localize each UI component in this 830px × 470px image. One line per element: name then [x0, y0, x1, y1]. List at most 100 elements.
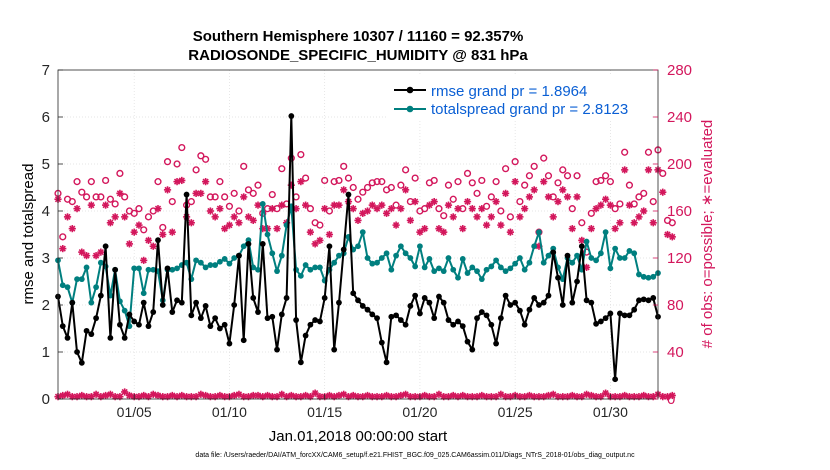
evaluated-obs-point	[144, 236, 153, 244]
bottom-obs-point	[230, 391, 238, 400]
evaluated-obs-point	[111, 213, 119, 221]
spread-point	[569, 259, 576, 266]
rmse-point	[226, 340, 233, 347]
evaluated-obs-point	[387, 205, 395, 213]
possible-obs-point	[82, 193, 91, 201]
possible-obs-point	[468, 179, 476, 187]
y-tick-label: 3	[42, 250, 50, 267]
spread-point	[455, 274, 461, 281]
possible-obs-point	[563, 172, 572, 180]
rmse-point	[97, 292, 104, 299]
evaluated-obs-point	[563, 193, 572, 201]
possible-obs-point	[59, 233, 67, 241]
y-tick-label: 4	[42, 203, 50, 220]
rmse-point	[164, 265, 171, 272]
possible-obs-point	[397, 181, 405, 189]
rmse-point	[631, 306, 638, 313]
rmse-point	[536, 302, 542, 308]
rmse-point	[574, 278, 580, 285]
possible-obs-point	[373, 178, 381, 186]
possible-obs-point	[130, 209, 138, 217]
evaluated-obs-point	[454, 205, 462, 213]
bottom-obs-point	[597, 393, 605, 401]
y2-tick-label: 200	[667, 156, 692, 173]
possible-obs-point	[254, 181, 262, 189]
evaluated-obs-point	[492, 198, 500, 206]
possible-obs-point	[268, 190, 276, 199]
possible-obs-point	[154, 178, 162, 186]
spread-point	[374, 259, 380, 266]
possible-obs-point	[540, 154, 548, 162]
evaluated-obs-point	[625, 201, 634, 209]
rmse-point	[650, 295, 657, 301]
spread-point	[145, 266, 152, 273]
chart-subtitle: RADIOSONDE_SPECIFIC_HUMIDITY @ 831 hPa	[188, 47, 528, 64]
rmse-point	[107, 335, 114, 341]
spread-point	[526, 259, 533, 266]
evaluated-obs-point	[597, 201, 605, 209]
spread-point	[297, 272, 304, 279]
evaluated-obs-point	[397, 205, 405, 213]
spread-point	[597, 250, 604, 257]
spread-point	[545, 252, 552, 259]
spread-point	[59, 282, 66, 289]
spread-point	[612, 245, 619, 252]
rmse-point	[578, 243, 585, 250]
spread-point	[83, 264, 90, 271]
rmse-point	[174, 297, 180, 304]
rmse-point	[569, 299, 576, 306]
evaluated-obs-point	[416, 228, 424, 236]
possible-obs-point	[178, 143, 186, 152]
bottom-obs-point	[121, 388, 129, 396]
rmse-point	[131, 318, 138, 325]
evaluated-obs-point	[630, 219, 638, 227]
rmse-point	[507, 302, 514, 308]
spread-point	[636, 271, 642, 278]
evaluated-obs-point	[321, 205, 329, 213]
rmse-point	[83, 327, 90, 334]
rmse-point	[117, 321, 123, 328]
spread-point	[388, 266, 395, 273]
evaluated-obs-point	[440, 228, 448, 236]
possible-obs-point	[621, 148, 629, 156]
spread-point	[540, 259, 547, 266]
evaluated-obs-point	[125, 240, 134, 248]
spread-point	[436, 265, 442, 272]
evaluated-obs-point	[521, 205, 529, 213]
rmse-point	[378, 339, 385, 346]
y2-axis-label: # of obs: o=possible; ∗=evaluated	[699, 120, 716, 349]
possible-obs-point	[240, 162, 248, 170]
evaluated-obs-point	[444, 201, 453, 209]
evaluated-obs-point	[373, 205, 381, 213]
evaluated-obs-point	[430, 198, 438, 206]
evaluated-obs-point	[140, 256, 148, 264]
possible-obs-point	[168, 198, 176, 206]
evaluated-obs-point	[602, 195, 610, 203]
rmse-point	[126, 311, 133, 318]
possible-obs-point	[659, 169, 667, 178]
spread-point	[140, 290, 147, 297]
evaluated-obs-point	[668, 233, 676, 241]
possible-obs-point	[473, 189, 481, 197]
bottom-obs-point	[344, 393, 353, 401]
evaluated-obs-point	[644, 166, 653, 174]
evaluated-obs-point	[297, 178, 305, 186]
plot-frame	[57, 69, 659, 400]
rmse-point	[255, 309, 261, 315]
bottom-obs-point	[382, 391, 391, 400]
spread-point	[640, 273, 647, 280]
evaluated-obs-point	[449, 213, 457, 221]
spread-point	[136, 265, 142, 272]
evaluated-obs-point	[506, 228, 514, 236]
rmse-point	[264, 315, 271, 322]
spread-point	[574, 252, 580, 259]
spread-point	[64, 284, 71, 291]
spread-point	[193, 257, 199, 264]
spread-point	[174, 265, 180, 272]
possible-obs-point	[173, 160, 181, 168]
possible-obs-point	[306, 205, 314, 213]
possible-obs-point	[221, 193, 229, 201]
evaluated-obs-point	[525, 193, 534, 201]
rmse-point	[626, 312, 633, 319]
evaluated-obs-point	[516, 213, 524, 221]
